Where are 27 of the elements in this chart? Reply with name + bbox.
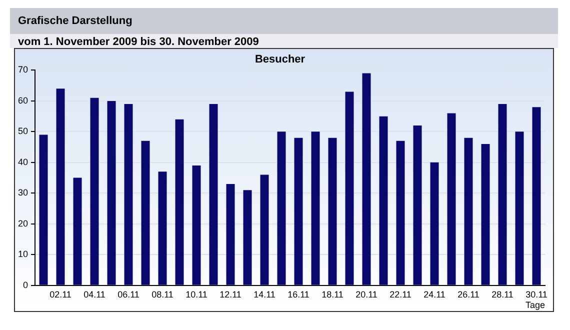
y-tick-label: 20 — [18, 218, 28, 228]
x-tick-label: 28.11 — [492, 289, 514, 300]
x-tick-label: 26.11 — [458, 289, 480, 300]
x-tick-label: 02.11 — [50, 289, 72, 300]
chart-title: Grafische Darstellung — [10, 8, 558, 34]
y-tick-label: 60 — [18, 95, 28, 106]
x-tick-label: 18.11 — [322, 289, 344, 300]
x-axis-title: Tage — [525, 300, 545, 310]
x-tick-label: 08.11 — [152, 289, 174, 300]
y-tick-label: 50 — [18, 126, 28, 136]
x-tick-label: 16.11 — [288, 289, 310, 300]
x-tick-label: 30.11 — [526, 289, 548, 300]
y-tick-label: 10 — [18, 249, 28, 260]
y-tick-label: 30 — [18, 188, 28, 198]
y-tick-label: 0 — [22, 280, 28, 290]
x-tick-label: 06.11 — [118, 289, 140, 300]
x-tick-label: 12.11 — [220, 289, 242, 300]
x-tick-label: 20.11 — [356, 289, 378, 300]
x-tick-label: 22.11 — [390, 289, 412, 300]
y-tick-label: 70 — [18, 64, 28, 75]
text: Besucher — [254, 54, 306, 66]
x-tick-label: 24.11 — [424, 289, 446, 300]
y-tick-label: 40 — [18, 156, 28, 167]
x-tick-label: 10.11 — [186, 289, 208, 300]
x-tick-label: 14.11 — [254, 289, 276, 300]
chart-subtitle: vom 1. November 2009 bis 30. November 2009 — [10, 34, 558, 48]
x-tick-label: 04.11 — [84, 289, 106, 300]
